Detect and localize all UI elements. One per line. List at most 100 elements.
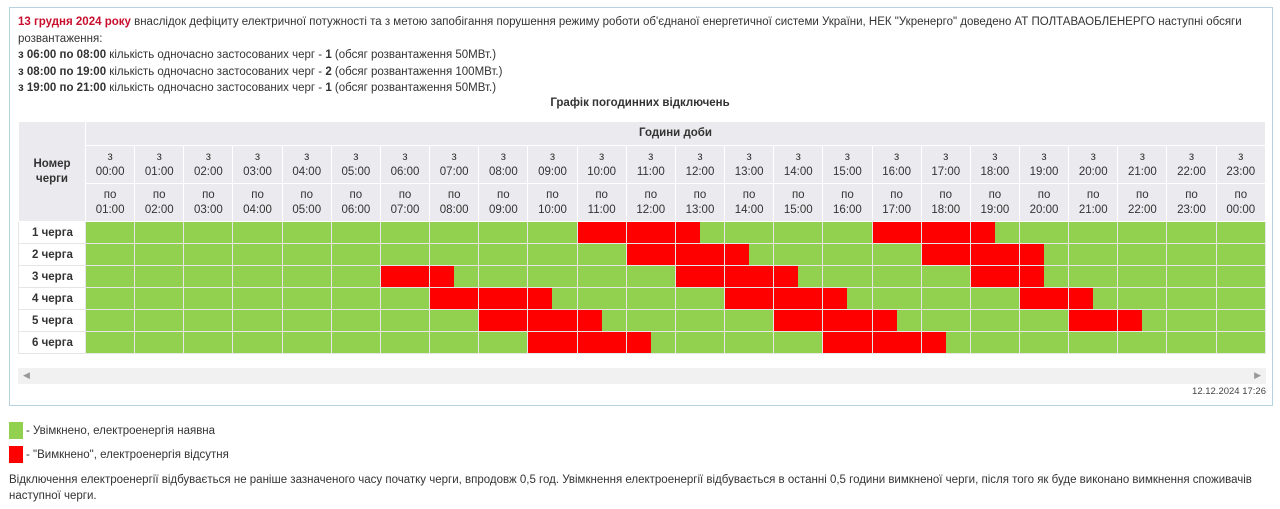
hour-cell [1068,331,1119,354]
half-hour-off [528,310,553,331]
hour-cell [1068,221,1119,244]
half-hour-on [110,222,135,243]
queue-label: 5 черга [18,309,86,332]
half-hour-on [454,332,479,353]
hour-cell [625,287,676,310]
half-hour-on [1240,222,1265,243]
hour-to-header: по 01:00 [84,183,136,222]
hour-to-header: по 05:00 [281,183,332,222]
hour-to-header: по 03:00 [183,183,234,222]
hour-cell [183,331,234,354]
half-hour-on [355,288,380,309]
hour-from-header: з 02:00 [183,145,234,184]
hour-cell [1166,243,1217,266]
half-hour-off [1019,266,1045,287]
hour-to-header: по 09:00 [478,183,529,222]
half-hour-off [970,266,995,287]
hour-cell [1018,265,1070,288]
hour-cell [674,287,726,310]
half-hour-on [282,288,307,309]
hour-cell [84,265,136,288]
hour-cell [920,221,971,244]
intro-text: 13 грудня 2024 року внаслідок дефіциту е… [18,14,1258,97]
half-hour-on [135,288,160,309]
half-hour-on [282,266,307,287]
hour-cell [822,221,873,244]
half-hour-on [184,244,209,265]
hour-cell [1117,331,1168,354]
half-hour-on [774,244,799,265]
half-hour-on [1142,244,1167,265]
hour-from-header: з 22:00 [1166,145,1217,184]
half-hour-on [1069,244,1094,265]
half-hour-on [699,310,725,331]
half-hour-on [601,244,626,265]
half-hour-on [1167,266,1192,287]
half-hour-on [1118,266,1143,287]
half-hour-on [896,244,921,265]
half-hour-on [921,288,946,309]
half-hour-on [380,244,406,265]
hour-cell [1018,243,1070,266]
half-hour-off [380,266,406,287]
scroll-right-icon[interactable]: ▶ [1254,370,1261,380]
hour-cell [920,243,971,266]
half-hour-on [159,266,184,287]
hour-cell [1215,243,1267,266]
half-hour-on [994,332,1019,353]
hour-cell [1018,331,1070,354]
half-hour-off [1118,310,1143,331]
half-hour-off [823,332,848,353]
half-hour-on [110,310,135,331]
hour-to-header: по 11:00 [576,183,627,222]
half-hour-on [749,222,774,243]
half-hour-off [945,222,970,243]
half-hour-off [699,266,725,287]
half-hour-on [1093,288,1118,309]
hour-cell [134,265,185,288]
hour-cell [379,331,431,354]
horizontal-scrollbar[interactable]: ◀ ▶ [18,368,1266,384]
hour-cell [625,309,676,332]
half-hour-off [626,332,651,353]
half-hour-off [577,222,602,243]
half-hour-off [823,288,848,309]
half-hour-on [233,288,258,309]
hour-cell [822,309,873,332]
half-hour-on [208,332,233,353]
hour-cell [625,221,676,244]
half-hour-off [675,244,700,265]
half-hour-on [1216,244,1241,265]
half-hour-on [1019,310,1045,331]
half-hour-on [1142,266,1167,287]
green-swatch-icon [9,422,23,439]
half-hour-on [552,244,577,265]
scroll-left-icon[interactable]: ◀ [23,370,30,380]
hour-cell [625,331,676,354]
intro-body: внаслідок дефіциту електричної потужност… [18,16,1242,45]
half-hour-off [847,310,872,331]
half-hour-on [626,310,651,331]
half-hour-on [601,310,626,331]
hour-cell [134,331,185,354]
half-hour-on [355,332,380,353]
hour-cell [330,309,381,332]
half-hour-off [1019,288,1045,309]
hour-cell [969,221,1020,244]
queue-label: 4 черга [18,287,86,310]
hour-cell [183,265,234,288]
hour-cell [969,331,1020,354]
hour-cell [429,221,480,244]
half-hour-off [774,310,799,331]
half-hour-on [1167,288,1192,309]
hour-to-header: по 16:00 [822,183,873,222]
half-hour-on [184,266,209,287]
half-hour-on [945,288,970,309]
half-hour-on [454,244,479,265]
half-hour-on [331,310,356,331]
hour-cell [969,287,1020,310]
half-hour-on [601,266,626,287]
half-hour-on [331,222,356,243]
half-hour-on [1044,310,1069,331]
hour-cell [379,265,431,288]
